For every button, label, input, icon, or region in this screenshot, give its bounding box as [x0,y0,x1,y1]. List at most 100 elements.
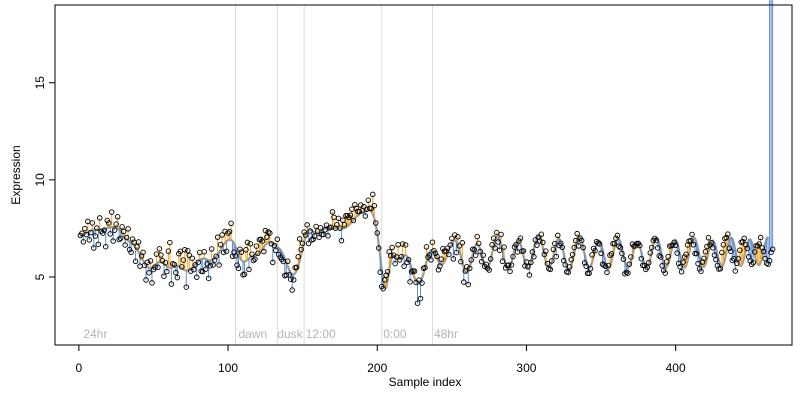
data-point-276 [489,241,495,248]
data-point-17 [102,243,109,250]
time-label-3: 12:00 [306,327,336,341]
data-point-318 [552,240,558,247]
data-point-229 [419,280,425,286]
data-point-72 [185,248,191,254]
fitted-curve [79,208,770,290]
data-point-8 [89,220,96,226]
data-point-174 [337,225,343,231]
data-point-252 [453,249,460,256]
data-point-112 [244,239,251,246]
data-point-64 [173,269,179,276]
data-point-20 [107,231,113,237]
x-tick-label-0: 0 [76,361,83,375]
data-point-126 [265,229,272,235]
data-point-313 [544,260,551,267]
data-point-387 [654,245,661,251]
time-label-4: 0:00 [383,327,407,341]
data-point-23 [111,227,118,233]
data-point-341 [586,270,592,277]
data-point-173 [335,215,342,222]
data-point-368 [626,261,633,267]
data-point-405 [681,254,688,260]
data-point-325 [562,262,568,268]
data-point-35 [129,236,136,242]
data-point-383 [649,244,655,251]
data-point-183 [350,217,357,224]
data-point-255 [458,258,464,265]
data-point-275 [487,256,494,262]
data-point-38 [134,244,140,250]
data-point-362 [617,244,624,251]
data-point-70 [182,247,188,253]
data-point-242 [438,256,445,262]
data-point-15 [99,230,106,236]
data-point-424 [710,245,716,251]
data-point-353 [604,269,610,276]
data-point-337 [580,244,586,251]
data-point-7 [88,229,94,236]
data-point-264 [471,247,477,253]
data-point-363 [619,250,625,257]
data-point-253 [455,234,461,240]
data-point-402 [677,263,683,270]
data-point-111 [243,247,249,253]
data-point-143 [290,277,297,283]
data-point-106 [235,265,242,272]
data-point-3 [82,225,88,232]
data-point-160 [316,234,322,241]
data-point-2 [80,239,87,245]
data-point-391 [660,267,667,274]
data-point-304 [531,254,537,260]
data-point-116 [250,257,257,264]
data-point-235 [428,257,434,263]
data-point-48 [149,280,155,286]
data-point-270 [480,252,486,258]
data-point-78 [193,274,200,280]
data-point-418 [701,255,707,262]
data-point-267 [475,240,482,247]
data-point-416 [698,268,704,275]
data-point-154 [307,228,313,234]
data-point-352 [602,263,609,270]
data-point-11 [94,225,100,231]
data-point-413 [693,250,700,257]
data-point-96 [220,249,227,256]
data-point-455 [756,241,762,247]
data-point-308 [537,238,543,244]
data-point-260 [465,281,472,288]
data-point-25 [114,214,121,220]
data-point-464 [769,246,776,252]
data-point-419 [702,248,709,255]
data-point-217 [401,263,407,269]
data-point-199 [374,230,381,236]
x-axis: 0 100 200 300 400 [76,344,686,375]
data-point-44 [143,277,149,283]
data-point-306 [534,242,540,248]
data-point-108 [238,249,245,255]
data-point-315 [547,266,554,273]
data-point-382 [647,250,654,256]
data-point-200 [375,245,382,251]
data-point-447 [744,245,750,252]
data-point-431 [720,241,727,248]
data-point-439 [732,268,739,274]
data-point-441 [735,255,742,262]
time-divider-lines [235,5,433,345]
data-point-262 [468,257,474,263]
data-point-327 [565,269,571,276]
data-point-54 [158,252,164,258]
data-point-234 [426,252,433,258]
data-point-259 [464,263,470,270]
data-point-42 [140,249,146,256]
data-point-300 [525,263,531,270]
data-point-91 [213,253,219,259]
data-points [77,191,776,306]
data-point-129 [270,259,276,266]
data-point-209 [389,244,395,251]
time-label-2: dusk [277,327,303,341]
data-point-26 [116,236,122,243]
data-point-131 [273,247,279,254]
data-point-60 [167,239,173,246]
data-point-211 [392,260,398,267]
data-point-317 [550,246,557,253]
